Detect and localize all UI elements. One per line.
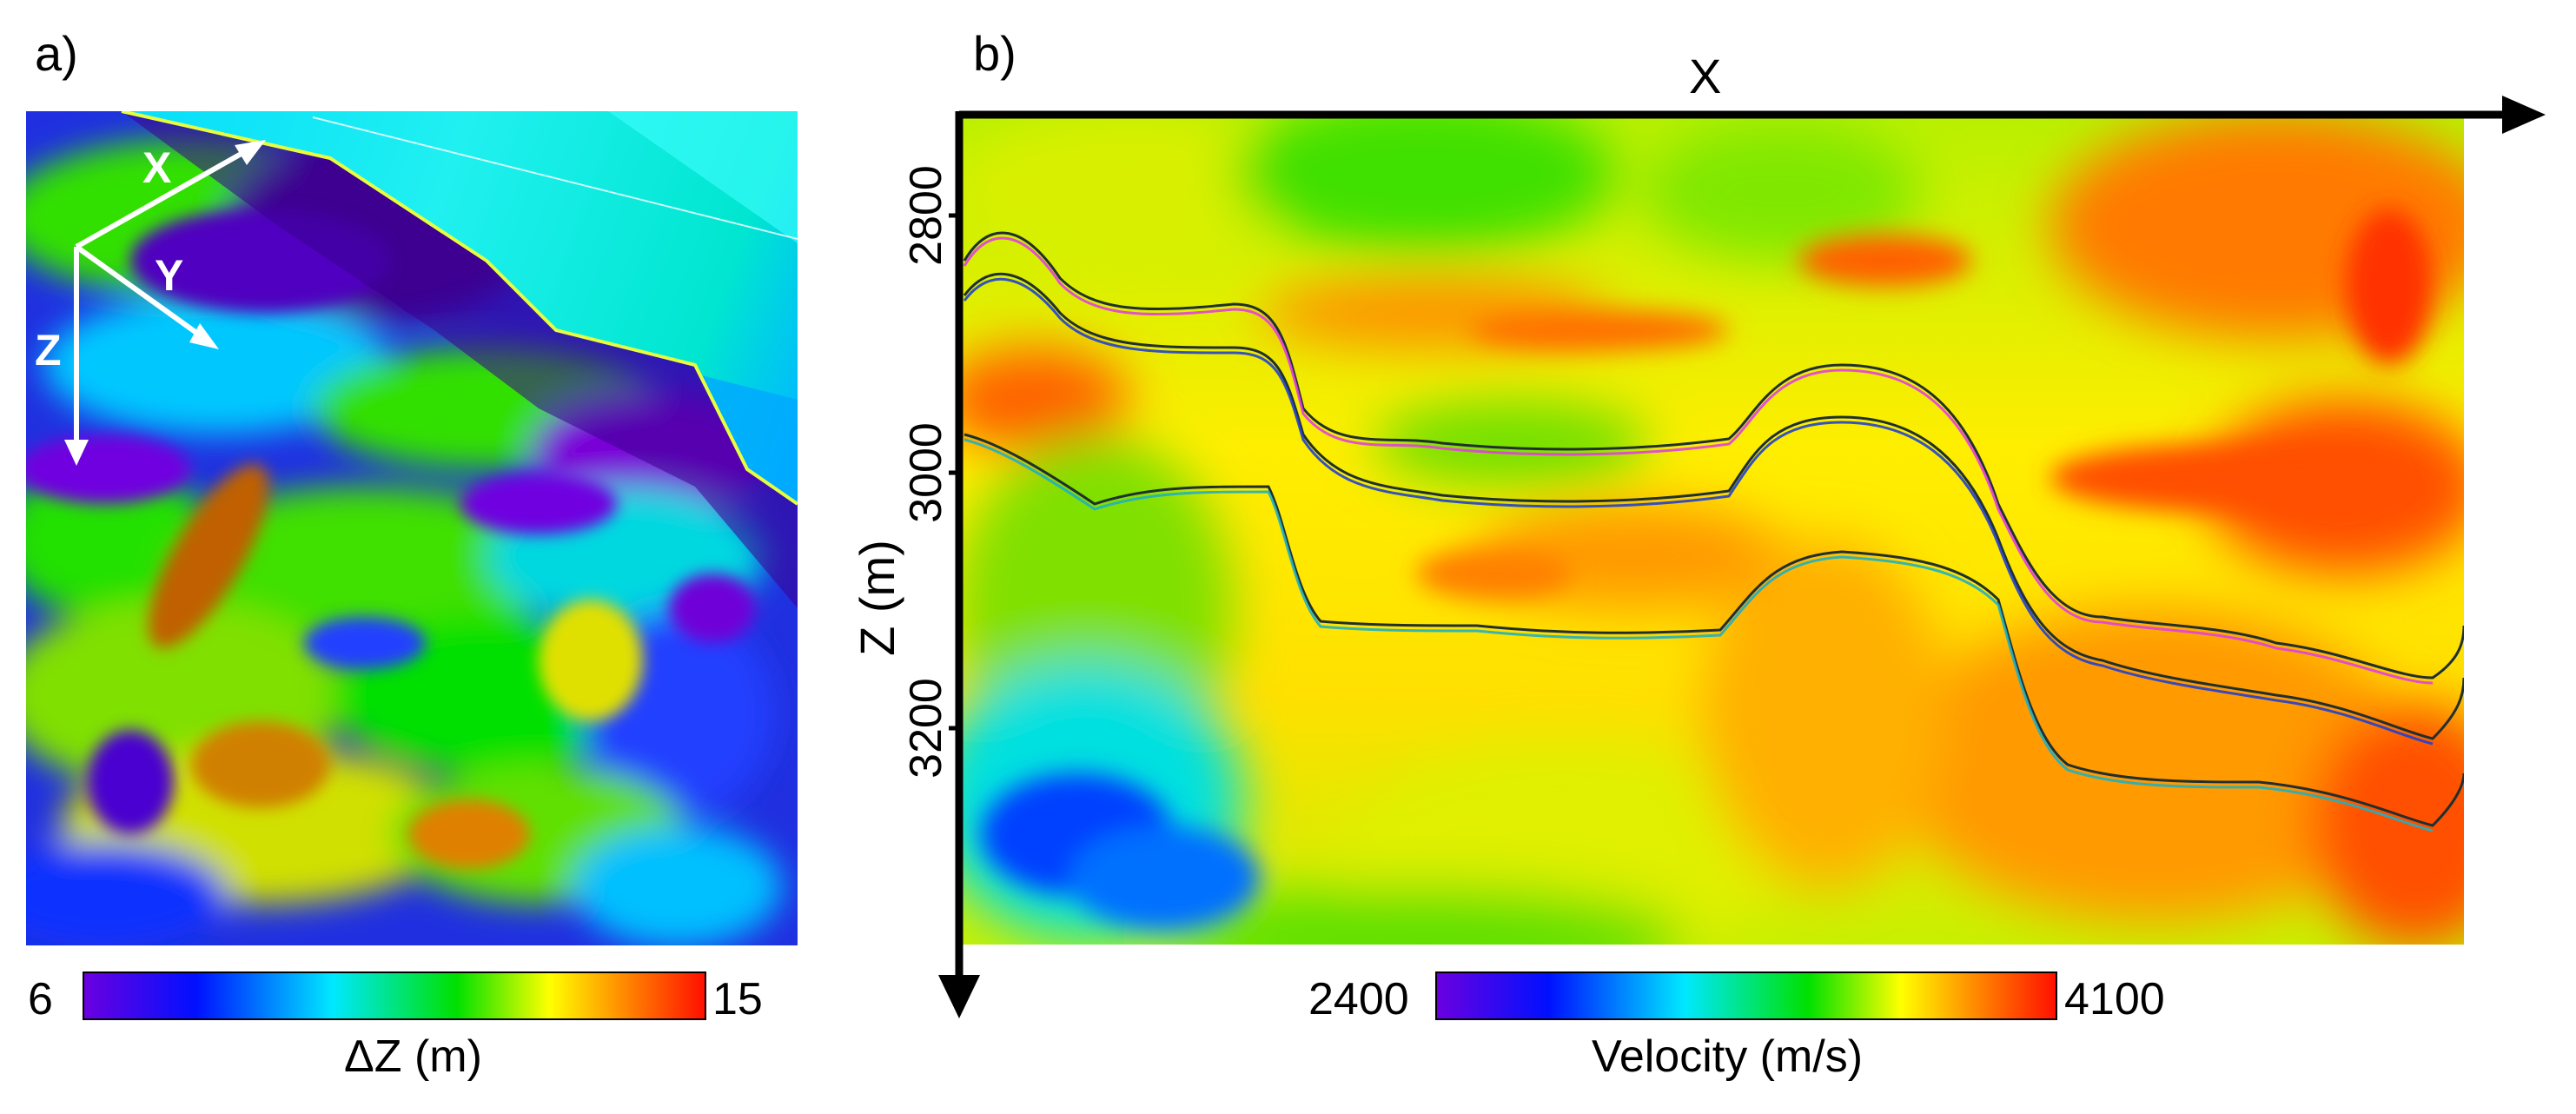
- colorbar-b-max: 4100: [2064, 974, 2165, 1024]
- y-tick-2800: 2800: [901, 165, 951, 266]
- colorbar-a-title: ΔZ (m): [344, 1031, 482, 1082]
- colorbar-a-max: 15: [712, 974, 763, 1024]
- x-axis-label: X: [1689, 49, 1722, 103]
- colorbar-a: [83, 971, 706, 1020]
- colorbar-b-title: Velocity (m/s): [1592, 1031, 1864, 1082]
- y-tick-3000: 3000: [901, 422, 951, 523]
- axis-label-x-3d: X: [142, 143, 172, 192]
- y-axis-label: Z (m): [850, 540, 904, 656]
- colorbar-b-min: 2400: [1308, 974, 1409, 1024]
- colorbar-b: [1435, 971, 2057, 1020]
- axis-label-z-3d: Z: [35, 326, 62, 375]
- y-tick-3200: 3200: [901, 678, 951, 779]
- colorbar-a-min: 6: [28, 974, 53, 1024]
- axis-label-y-3d: Y: [155, 251, 184, 300]
- panel-a-label: a): [35, 26, 78, 81]
- panel-b-label: b): [973, 26, 1016, 81]
